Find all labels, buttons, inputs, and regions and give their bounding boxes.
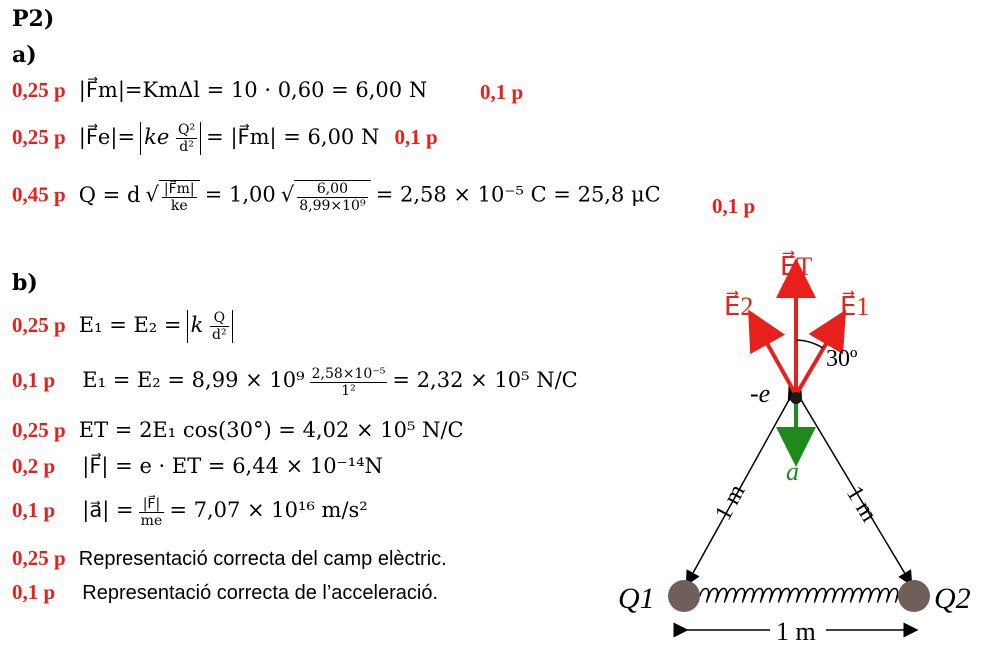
b-line-5: 0,1 p |a⃗| = |F⃗| me = 7,07 × 10¹⁶ m/s² bbox=[12, 496, 368, 529]
points: 0,25 p bbox=[12, 78, 66, 102]
side-left-label: 1 m bbox=[710, 480, 750, 525]
k-const: ke bbox=[144, 125, 170, 149]
equation-lhs: E₁ = E₂ = 8,99 × 10⁹ bbox=[82, 368, 305, 392]
spring bbox=[699, 587, 899, 603]
a-line-3-extra-points: 0,1 p bbox=[712, 194, 756, 218]
denominator: d² bbox=[212, 327, 227, 343]
accel-label: a⃗ bbox=[786, 457, 819, 486]
charge-e-label: -e bbox=[750, 379, 770, 408]
points: 0,1 p bbox=[12, 368, 56, 392]
equation-mid: = 1,00 bbox=[204, 182, 276, 207]
description: Representació correcta de l’acceleració. bbox=[82, 582, 439, 604]
equation-rhs: = 7,07 × 10¹⁶ m/s² bbox=[169, 498, 368, 522]
part-b-label: b) bbox=[12, 270, 38, 296]
numerator: |F⃗m| bbox=[161, 181, 197, 198]
a-line-3: 0,45 p Q = d √ |F⃗m| ke = 1,00 √ 6,00 8,99×1… bbox=[12, 180, 661, 214]
equation: |F⃗| = e · ET = 6,44 × 10⁻¹⁴N bbox=[82, 454, 383, 478]
a-line-1-extra-points: 0,1 p bbox=[480, 80, 524, 104]
equation-lhs: |a⃗| = bbox=[82, 498, 134, 522]
field-2-arrow bbox=[748, 309, 798, 396]
denominator: ke bbox=[170, 198, 188, 214]
denominator: 1² bbox=[341, 383, 356, 399]
equation-lhs: E₁ = E₂ = bbox=[78, 313, 182, 337]
equation: ET = 2E₁ cos(30°) = 4,02 × 10⁵ N/C bbox=[78, 418, 464, 442]
field-2-label: E⃗2 bbox=[724, 290, 753, 321]
points: 0,1 p bbox=[12, 498, 56, 522]
side-right-label: 1 m bbox=[841, 482, 882, 527]
points: 0,25 p bbox=[12, 418, 66, 442]
q2-label: Q2 bbox=[934, 582, 971, 615]
a-line-1: 0,25 p |F⃗m|=KmΔl = 10 · 0,60 = 6,00 N bbox=[12, 78, 427, 103]
a-line-2: 0,25 p |F⃗e|= ke Q² d² = |F⃗m| = 6,00 N 0… bbox=[12, 122, 438, 155]
points: 0,1 p bbox=[12, 580, 56, 604]
side-right-line bbox=[788, 385, 913, 586]
denominator: 8,99×10⁹ bbox=[299, 198, 366, 214]
points: 0,25 p bbox=[12, 546, 66, 570]
equation: |F⃗m|=KmΔl = 10 · 0,60 = 6,00 N bbox=[78, 78, 428, 102]
denominator: me bbox=[140, 513, 163, 529]
q1-label: Q1 bbox=[618, 582, 655, 615]
q1-charge bbox=[668, 580, 700, 612]
angle-arc bbox=[795, 339, 824, 349]
side-left-line bbox=[685, 385, 802, 586]
points: 0,25 p bbox=[12, 313, 66, 337]
description: Representació correcta del camp elèctric… bbox=[78, 548, 447, 570]
points: 0,25 p bbox=[12, 125, 66, 149]
b-line-7: 0,1 p Representació correcta de l’accele… bbox=[12, 580, 438, 605]
q2-charge bbox=[898, 580, 930, 612]
part-a-label: a) bbox=[12, 42, 37, 68]
problem-label: P2) bbox=[12, 6, 55, 32]
numerator: 2,58×10⁻⁵ bbox=[309, 366, 388, 383]
equation-rhs: = 2,32 × 10⁵ N/C bbox=[392, 368, 578, 392]
charge-e-dot bbox=[790, 392, 802, 404]
equation-lhs: Q = d bbox=[78, 182, 141, 207]
field-total-label: E⃗T bbox=[780, 250, 812, 281]
physics-diagram: E⃗T E⃗1 E⃗2 30º -e a⃗ 1 m 1 m 1 m Q1 Q2 bbox=[618, 250, 971, 646]
numerator: |F⃗| bbox=[138, 496, 165, 513]
points: 0,2 p bbox=[12, 454, 56, 478]
numerator: 6,00 bbox=[297, 181, 368, 198]
field-1-arrow bbox=[794, 309, 847, 397]
points: 0,45 p bbox=[12, 182, 66, 207]
numerator: Q bbox=[210, 310, 229, 327]
denominator: d² bbox=[179, 139, 194, 155]
b-line-6: 0,25 p Representació correcta del camp e… bbox=[12, 546, 447, 571]
equation-lhs: |F⃗e|= bbox=[78, 125, 136, 149]
equation-rhs: = |F⃗m| = 6,00 N bbox=[206, 125, 380, 149]
numerator: Q² bbox=[175, 122, 198, 139]
abs-value: ke Q² d² bbox=[140, 122, 202, 155]
angle-label: 30º bbox=[826, 346, 858, 372]
bottom-label: 1 m bbox=[776, 617, 816, 646]
field-1-label: E⃗1 bbox=[840, 290, 869, 321]
b-line-4: 0,2 p |F⃗| = e · ET = 6,44 × 10⁻¹⁴N bbox=[12, 454, 383, 479]
extra-points: 0,1 p bbox=[394, 125, 438, 149]
equation-rhs: = 2,58 × 10⁻⁵ C = 25,8 μC bbox=[375, 182, 661, 207]
b-line-3: 0,25 p ET = 2E₁ cos(30°) = 4,02 × 10⁵ N/… bbox=[12, 418, 464, 443]
b-line-2: 0,1 p E₁ = E₂ = 8,99 × 10⁹ 2,58×10⁻⁵ 1² =… bbox=[12, 366, 578, 399]
k-const: k bbox=[190, 313, 204, 337]
